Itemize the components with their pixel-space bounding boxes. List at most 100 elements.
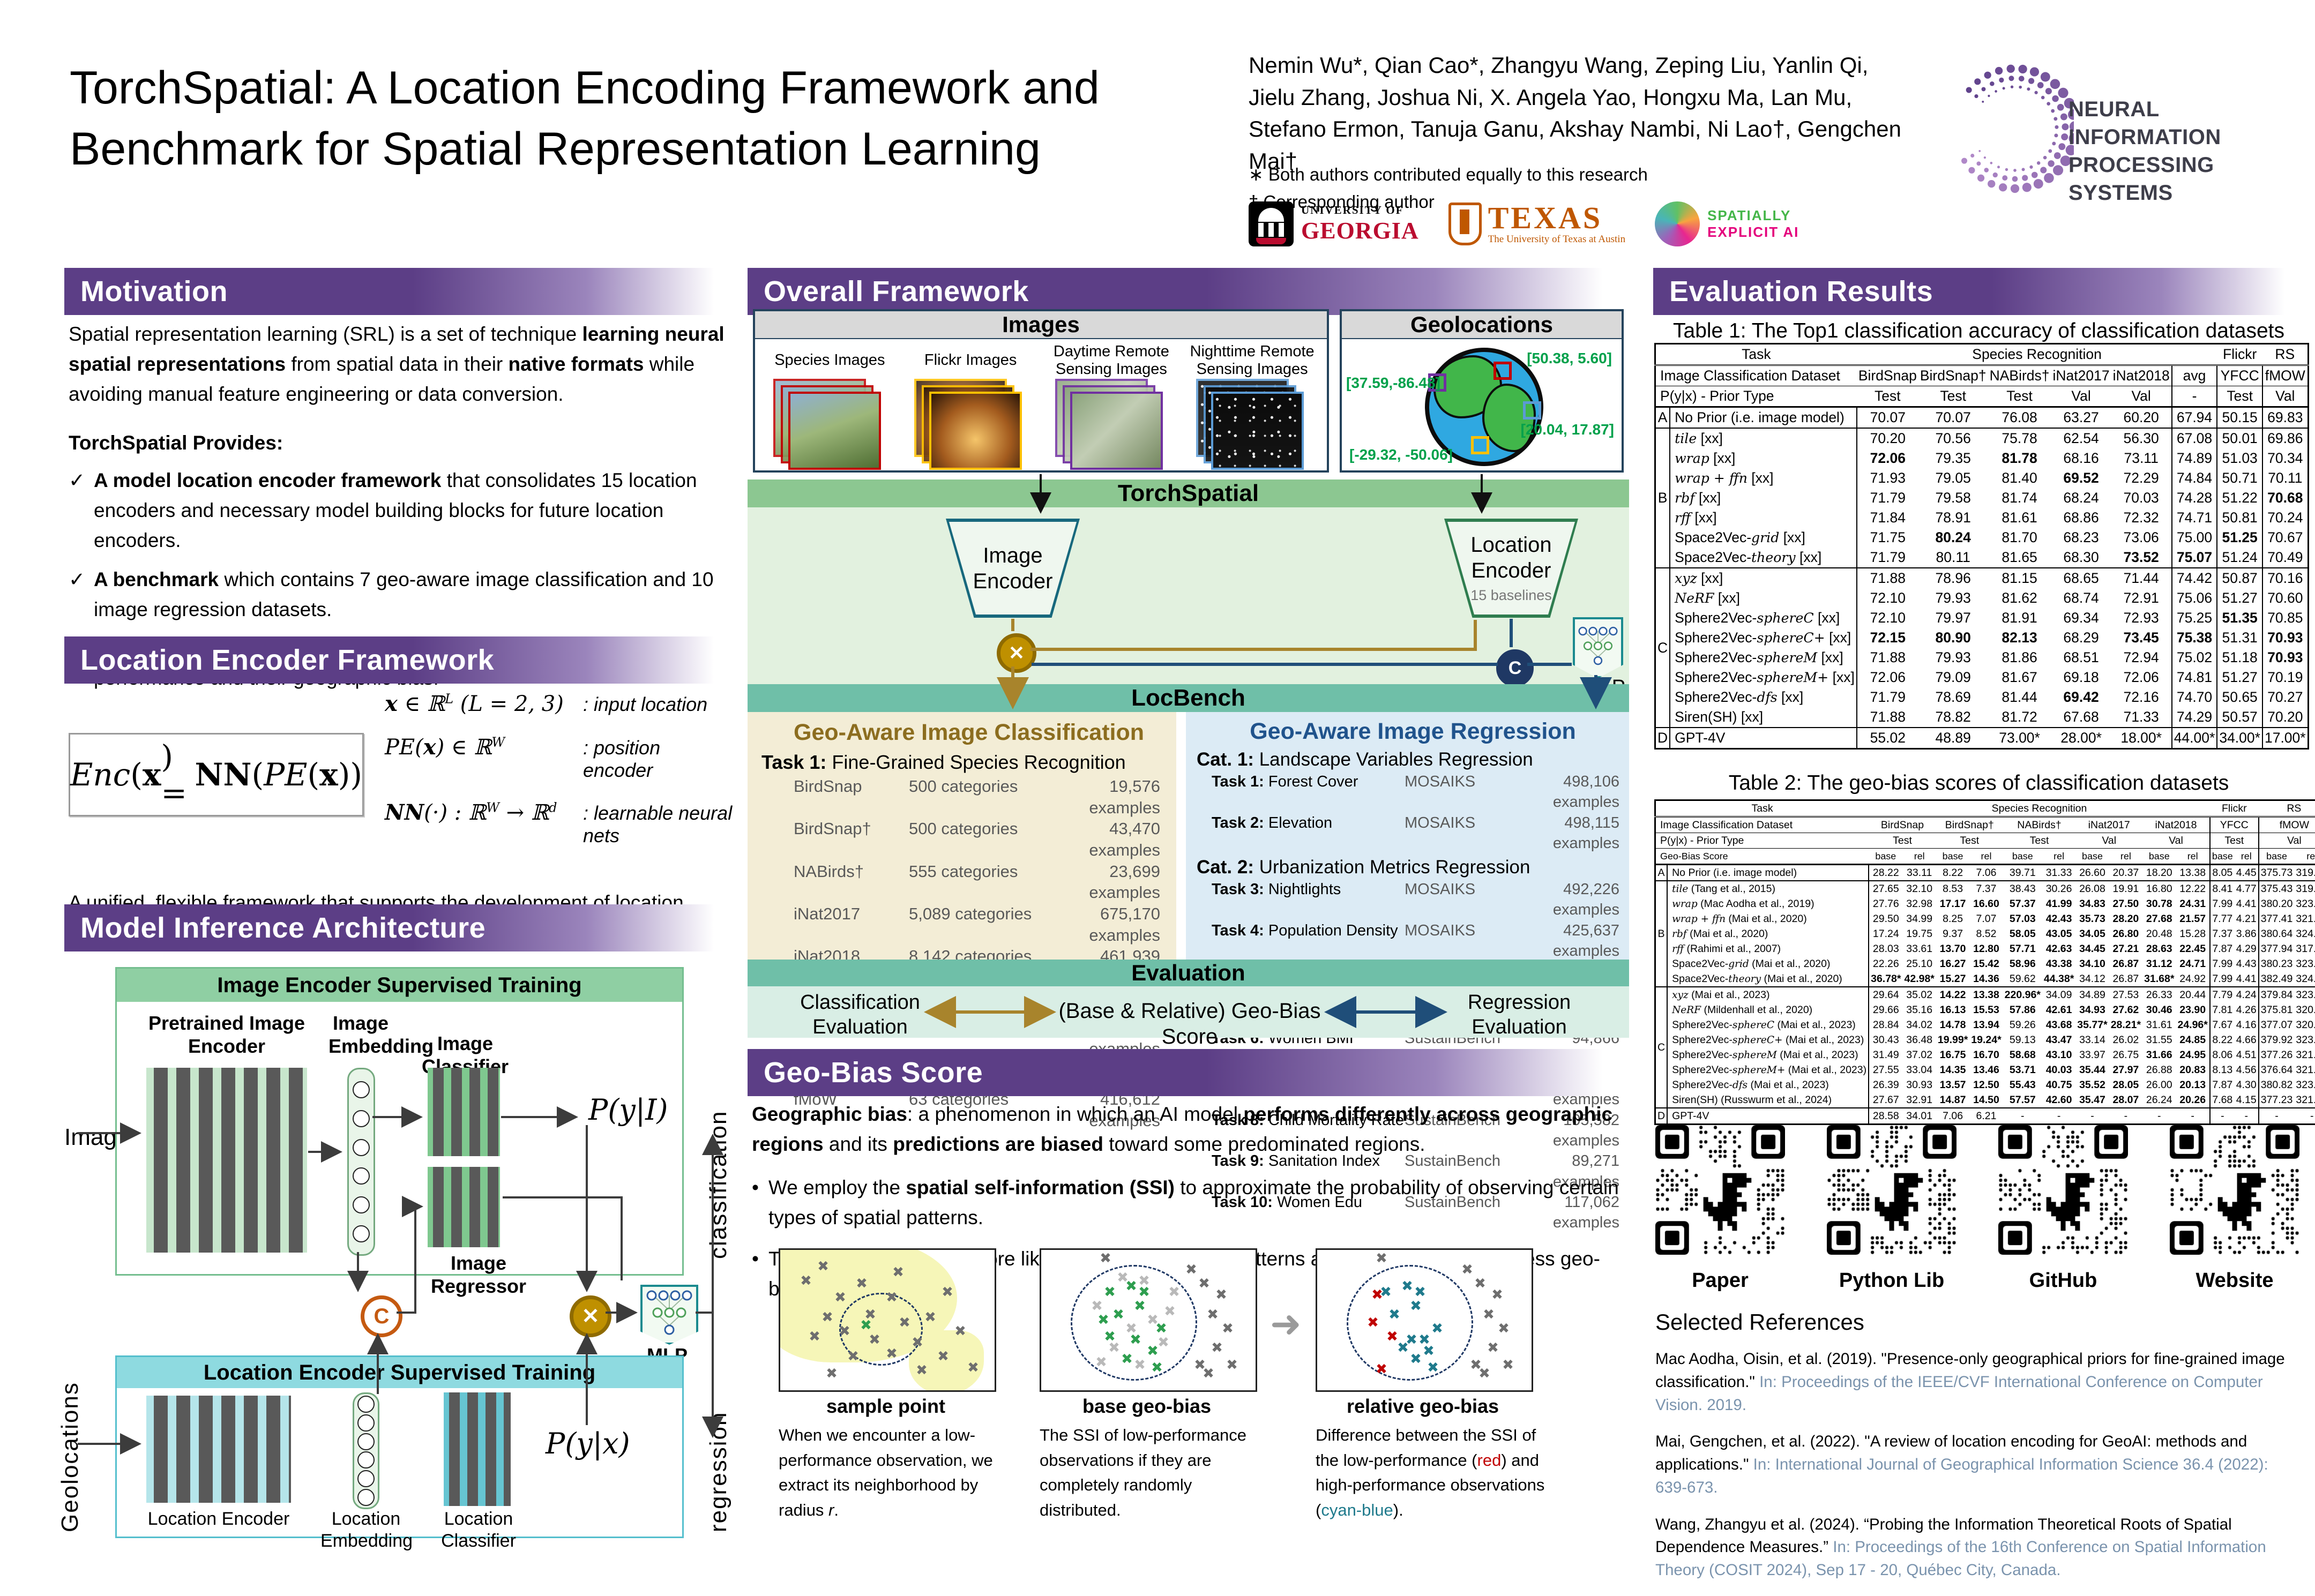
table-cell: 74.28	[2172, 488, 2217, 508]
table-cell: 27.68	[2142, 911, 2176, 926]
image-type-label: Species Images	[763, 342, 897, 379]
table-cell: 51.31	[2217, 628, 2262, 648]
table-cell: 16.75	[1936, 1047, 1969, 1062]
table-cell: 79.93	[1918, 648, 1988, 668]
table-cell: 8.22	[1936, 865, 1969, 881]
map-marker: ✖	[1095, 1354, 1107, 1370]
table-cell: 4.15	[2235, 1092, 2259, 1108]
table-cell: 70.16	[2262, 568, 2308, 588]
qr-code-image[interactable]	[1998, 1125, 2128, 1255]
formula-definition-row: PE(x) ∈ ℝW: position encoder	[385, 735, 733, 782]
qr-code-python-lib[interactable]: Python Lib	[1825, 1125, 1959, 1292]
reference-item: Wang, Zhangyu et al. (2024). “Probing th…	[1655, 1513, 2301, 1582]
table-cell: 48.89	[1918, 728, 1988, 749]
table-cell: 26.87	[2109, 956, 2142, 971]
table-cell: 71.79	[1857, 488, 1918, 508]
qr-code-image[interactable]	[1655, 1125, 1785, 1255]
table-cell: 30.46	[2142, 1002, 2176, 1017]
table-cell: 81.91	[1988, 608, 2051, 628]
list-item-text: A benchmark which contains 7 geo-aware i…	[94, 565, 733, 625]
qr-code-website[interactable]: Website	[2168, 1125, 2302, 1292]
table-cell: 55.43	[2003, 1077, 2042, 1092]
table-cell: 68.23	[2051, 528, 2111, 548]
map-marker: ✖	[886, 1346, 898, 1362]
table-cell: 76.08	[1988, 407, 2051, 429]
table-cell: 4.51	[2235, 1047, 2259, 1062]
table-cell: 70.85	[2262, 608, 2308, 628]
table-cell: 34.12	[2075, 971, 2109, 987]
table-cell: 74.81	[2172, 668, 2217, 687]
map-marker: ✖	[1091, 1298, 1103, 1314]
map-marker: ✖	[1198, 1276, 1210, 1292]
table-cell: 6.21	[1969, 1108, 2003, 1125]
image-training-title: Image Encoder Supervised Training	[117, 969, 682, 1002]
qr-code-image[interactable]	[2170, 1125, 2299, 1255]
table-cell: 32.98	[1903, 896, 1936, 911]
table-cell: 75.78	[1988, 428, 2051, 448]
table-cell: 324.46	[2294, 926, 2315, 941]
image-stack: Nighttime Remote Sensing Images	[1185, 342, 1319, 471]
table-cell: 20.48	[2142, 926, 2176, 941]
table-cell: 14.87	[1936, 1092, 1969, 1108]
image-embedding-vector	[347, 1068, 375, 1256]
table-cell: 14.36	[1969, 971, 2003, 987]
table-cell: 38.43	[2003, 881, 2042, 896]
qr-code-github[interactable]: GitHub	[1996, 1125, 2130, 1292]
table-cell: 41.99	[2042, 896, 2075, 911]
table-cell: 71.44	[2111, 568, 2172, 588]
geolocations-box-title: Geolocations	[1342, 311, 1622, 339]
qr-code-paper[interactable]: Paper	[1653, 1125, 1787, 1292]
table-cell: 78.82	[1918, 707, 1988, 728]
table-cell: 27.21	[2109, 941, 2142, 956]
table-cell: 72.29	[2111, 468, 2172, 488]
table-cell: 26.24	[2142, 1092, 2176, 1108]
table-cell: 50.57	[2217, 707, 2262, 728]
map-marker: ✖	[1134, 1357, 1146, 1373]
qr-label: Paper	[1653, 1269, 1787, 1292]
map-marker: ✖	[1185, 1262, 1197, 1278]
map-marker: ✖	[1104, 1284, 1116, 1300]
institution-logos: UNIVERSITY OF GEORGIA TEXAS The Universi…	[1249, 197, 1799, 251]
table-cell: 13.70	[1936, 941, 1969, 956]
table-cell: 34.09	[2042, 987, 2075, 1002]
table-cell: 7.79	[2210, 987, 2235, 1002]
image-type-label: Flickr Images	[903, 342, 1037, 379]
table-cell: 42.63	[2042, 941, 2075, 956]
table-cell: 26.33	[2142, 987, 2176, 1002]
table-cell: 34.00*	[2217, 728, 2262, 749]
table-cell: 69.86	[2262, 428, 2308, 448]
qr-code-image[interactable]	[1827, 1125, 1956, 1255]
table-cell: 7.07	[1969, 911, 2003, 926]
table-cell: 57.57	[2003, 1092, 2042, 1108]
table-cell: 70.07	[1918, 407, 1988, 429]
table-cell: 31.33	[2042, 865, 2075, 881]
table-cell: 40.03	[2042, 1062, 2075, 1077]
map-marker: ✖	[1431, 1321, 1443, 1337]
table-row: Sphere2Vec-sphereC (Mai et al., 2023)28.…	[1655, 1017, 2315, 1032]
map-marker: ✖	[834, 1290, 846, 1306]
table-cell: 27.55	[1869, 1062, 1902, 1077]
table-cell: 72.10	[1857, 588, 1918, 608]
table-cell: 32.91	[1903, 1092, 1936, 1108]
multiply-icon: ✕	[997, 633, 1036, 673]
table-cell: 75.02	[2172, 648, 2217, 668]
map-marker: ✖	[1487, 1340, 1499, 1356]
author-list: Nemin Wu*, Qian Cao*, Zhangyu Wang, Zepi…	[1249, 49, 1945, 177]
location-encoder-training-box: Location Encoder Supervised Training P(y…	[115, 1355, 684, 1538]
mlp-network-icon	[643, 1287, 696, 1343]
table-cell: 70.93	[2262, 628, 2308, 648]
table-cell: 34.93	[2075, 1002, 2109, 1017]
bullet-icon: •	[752, 1244, 759, 1303]
table-cell: 35.73	[2075, 911, 2109, 926]
reference-item: Mai, Gengchen, et al. (2022). "A review …	[1655, 1430, 2301, 1499]
locbench-band: LocBench	[748, 684, 1629, 712]
coordinate-label: [20.04, 17.87]	[1521, 421, 1614, 438]
table-cell: 72.06	[1857, 668, 1918, 687]
table-cell: 27.62	[2109, 1002, 2142, 1017]
table-cell: 50.15	[2217, 407, 2262, 429]
